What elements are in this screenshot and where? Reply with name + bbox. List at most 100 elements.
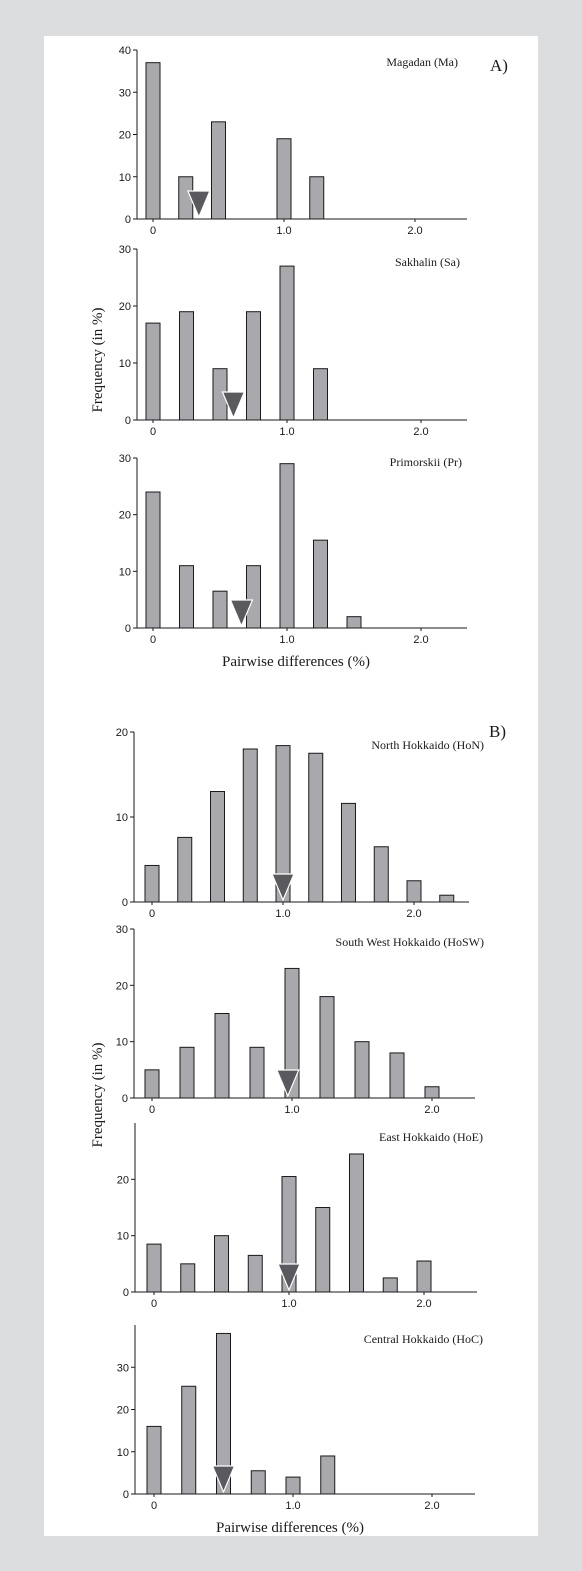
subplot-east-hokkaido: 0 10 20 0 1.0 2.0 East Hokkaido (HoE) [117, 1123, 483, 1310]
bar [389, 1052, 405, 1099]
y-tick-label: 20 [119, 130, 131, 142]
x-tick-label: 0 [151, 1298, 157, 1310]
x-tick-label: 2.0 [424, 1104, 439, 1116]
mean-marker-triangle [271, 873, 295, 902]
mean-marker-triangle [229, 599, 254, 628]
mean-marker-triangle [221, 391, 246, 420]
bar [320, 1455, 336, 1495]
y-tick-label: 10 [116, 812, 128, 824]
bar [249, 1046, 265, 1099]
y-tick-label: 0 [122, 1093, 128, 1105]
bar [424, 1086, 440, 1099]
bar [279, 265, 295, 421]
y-tick-label: 10 [119, 566, 131, 578]
y-tick-label: 20 [117, 1174, 129, 1186]
bar [180, 1263, 196, 1293]
x-axis-label-b: Pairwise differences (%) [216, 1520, 364, 1536]
subplot-title: Sakhalin (Sa) [395, 255, 460, 269]
subplot-primorskii: 0 10 20 30 0 1.0 2.0 Primorskii (Pr) [119, 453, 467, 646]
bar [275, 745, 291, 903]
subplot-central-hokkaido: 0 10 20 30 0 1.0 2.0 Central Hokkaido (HoC) [117, 1325, 483, 1512]
x-tick-label: 2.0 [413, 426, 428, 438]
x-tick-label: 0 [149, 1104, 155, 1116]
y-tick-label: 0 [122, 897, 128, 909]
bar [346, 616, 362, 629]
x-axis-label-a: Pairwise differences (%) [222, 654, 370, 670]
bar [246, 565, 261, 629]
panel-a-label: A) [490, 56, 508, 75]
subplot-sakhalin: 0 10 20 30 0 1.0 2.0 Sakhalin (Sa) [119, 244, 467, 438]
bar [216, 1332, 231, 1495]
subplot-south-west-hokkaido: 0 10 20 30 0 1.0 2.0 South West Hokkaido (HoSW) [116, 924, 484, 1116]
y-tick-label: 0 [123, 1287, 129, 1299]
x-tick-label: 0 [150, 225, 156, 237]
x-tick-label: 1.0 [279, 426, 294, 438]
y-tick-label: 0 [123, 1489, 129, 1501]
bar [319, 996, 335, 1099]
x-tick-label: 1.0 [284, 1104, 299, 1116]
bar [341, 802, 356, 903]
bar [179, 1046, 195, 1099]
x-tick-label: 1.0 [275, 908, 290, 920]
bar [406, 880, 422, 903]
subplot-title: South West Hokkaido (HoSW) [336, 935, 484, 949]
x-tick-label: 2.0 [413, 634, 428, 646]
bar [284, 967, 300, 1099]
y-tick-label: 10 [117, 1447, 129, 1459]
x-tick-label: 2.0 [407, 225, 422, 237]
x-tick-label: 0 [149, 908, 155, 920]
y-axis-label-a: Frequency (in %) [90, 308, 106, 413]
subplots: 0 10 20 30 40 0 1.0 2.0 Magadan (Ma) 0 10 20 30 0 1.0 2… [116, 45, 484, 1512]
x-tick-label: 0 [151, 1500, 157, 1512]
y-tick-label: 20 [119, 510, 131, 522]
bar [211, 121, 226, 220]
subplot-title: Central Hokkaido (HoC) [364, 1332, 483, 1346]
bar [242, 748, 258, 903]
bar [145, 62, 161, 220]
bar [349, 1153, 364, 1293]
panel-b-label: B) [489, 722, 506, 741]
bar [279, 463, 295, 629]
y-tick-label: 0 [125, 415, 131, 427]
bar [181, 1385, 197, 1495]
bar [212, 590, 228, 629]
bar [144, 864, 160, 903]
subplot-magadan: 0 10 20 30 40 0 1.0 2.0 Magadan (Ma) [119, 45, 467, 237]
x-tick-label: 2.0 [416, 1298, 431, 1310]
y-tick-label: 10 [116, 1037, 128, 1049]
bar [146, 1425, 162, 1495]
bar [144, 1069, 160, 1099]
bar [308, 752, 324, 903]
y-tick-label: 20 [116, 980, 128, 992]
subplot-title: Primorskii (Pr) [390, 455, 462, 469]
x-tick-label: 1.0 [279, 634, 294, 646]
y-tick-label: 10 [119, 172, 131, 184]
x-tick-label: 2.0 [424, 1500, 439, 1512]
bar [214, 1013, 230, 1099]
y-tick-label: 0 [125, 214, 131, 226]
y-tick-label: 30 [119, 244, 131, 256]
subplot-title: East Hokkaido (HoE) [379, 1130, 483, 1144]
bar [179, 565, 194, 629]
subplot-title: North Hokkaido (HoN) [371, 738, 484, 752]
bar [281, 1176, 297, 1293]
bar [210, 791, 225, 903]
bar [250, 1470, 266, 1495]
bar [382, 1277, 398, 1293]
y-axis-label-b: Frequency (in %) [90, 1043, 106, 1148]
bar [285, 1476, 301, 1495]
bar [247, 1254, 263, 1293]
x-tick-label: 1.0 [285, 1500, 300, 1512]
y-tick-label: 40 [119, 45, 131, 57]
bar [315, 1207, 331, 1293]
y-tick-label: 30 [119, 87, 131, 99]
mean-marker-triangle [211, 1465, 236, 1494]
bar [145, 491, 161, 629]
bar [439, 894, 455, 903]
bar [246, 311, 261, 421]
mean-marker-triangle [275, 1069, 300, 1098]
x-tick-label: 1.0 [281, 1298, 296, 1310]
x-tick-label: 2.0 [406, 908, 421, 920]
y-tick-label: 30 [119, 453, 131, 465]
